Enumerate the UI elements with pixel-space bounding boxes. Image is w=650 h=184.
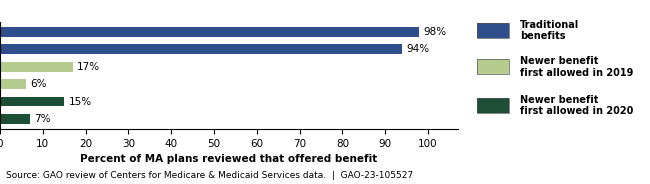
Text: 98%: 98% bbox=[424, 27, 447, 37]
Text: Newer benefit
first allowed in 2020: Newer benefit first allowed in 2020 bbox=[519, 95, 633, 116]
FancyBboxPatch shape bbox=[477, 59, 509, 74]
Bar bbox=[0, 114, 30, 124]
X-axis label: Percent of MA plans reviewed that offered benefit: Percent of MA plans reviewed that offere… bbox=[81, 154, 378, 164]
Bar bbox=[0, 44, 402, 54]
Text: 6%: 6% bbox=[30, 79, 46, 89]
Bar bbox=[0, 79, 26, 89]
Bar bbox=[0, 97, 64, 107]
Text: Newer benefit
first allowed in 2019: Newer benefit first allowed in 2019 bbox=[519, 56, 633, 78]
Text: Traditional
benefits: Traditional benefits bbox=[519, 20, 579, 41]
Bar bbox=[0, 62, 73, 72]
Bar bbox=[0, 27, 419, 37]
Text: 94%: 94% bbox=[407, 44, 430, 54]
FancyBboxPatch shape bbox=[477, 98, 509, 113]
Text: 17%: 17% bbox=[77, 62, 100, 72]
FancyBboxPatch shape bbox=[477, 23, 509, 38]
Text: Source: GAO review of Centers for Medicare & Medicaid Services data.  |  GAO-23-: Source: GAO review of Centers for Medica… bbox=[6, 171, 413, 180]
Text: 15%: 15% bbox=[68, 97, 92, 107]
Text: 7%: 7% bbox=[34, 114, 51, 124]
